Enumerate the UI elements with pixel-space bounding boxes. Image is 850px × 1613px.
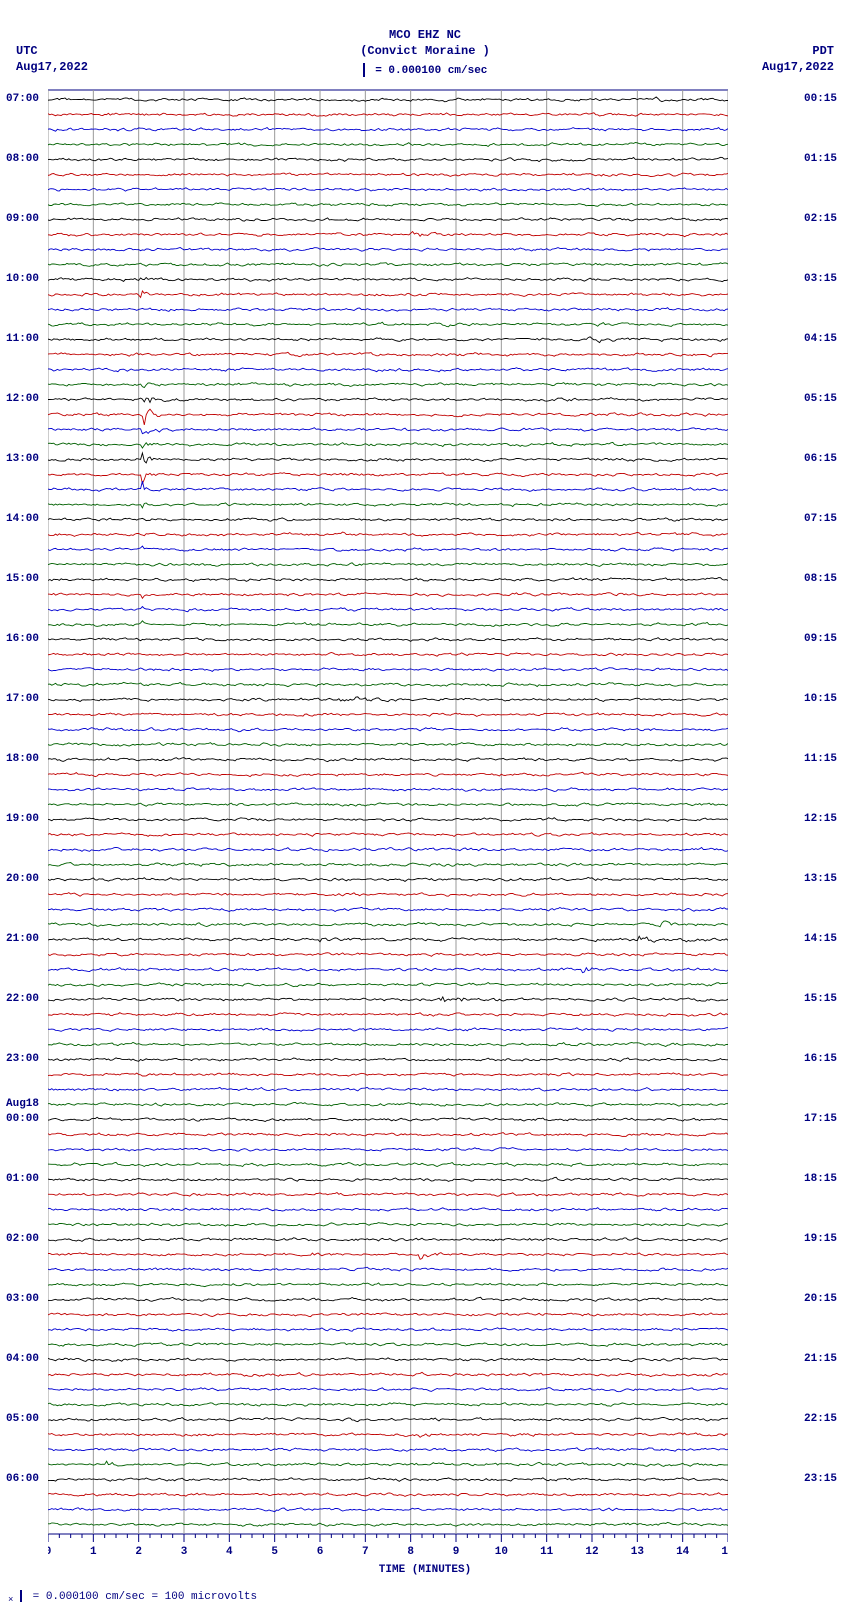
- time-label: 08:00: [6, 154, 39, 165]
- time-label: 21:00: [6, 934, 39, 945]
- svg-text:13: 13: [631, 1546, 645, 1558]
- time-label: 14:00: [6, 514, 39, 525]
- time-label: 00:15: [804, 94, 837, 105]
- time-label: 09:15: [804, 634, 837, 645]
- footer-scale-bar-icon: [20, 1590, 22, 1602]
- footer-scale: × = 0.000100 cm/sec = 100 microvolts: [8, 1590, 850, 1605]
- time-label: 10:15: [804, 694, 837, 705]
- time-label: 04:00: [6, 1354, 39, 1365]
- svg-text:5: 5: [271, 1546, 278, 1558]
- xaxis-label: TIME (MINUTES): [48, 1564, 802, 1576]
- time-label: 20:00: [6, 874, 39, 885]
- time-label: 16:15: [804, 1054, 837, 1065]
- time-label: 07:00: [6, 94, 39, 105]
- time-label: 00:00: [6, 1114, 39, 1125]
- time-label: 15:00: [6, 574, 39, 585]
- time-label: 01:15: [804, 154, 837, 165]
- seismogram-plot: 0123456789101112131415: [48, 86, 728, 1562]
- svg-text:9: 9: [453, 1546, 460, 1558]
- svg-text:8: 8: [407, 1546, 414, 1558]
- time-label: 13:15: [804, 874, 837, 885]
- time-label: 18:15: [804, 1174, 837, 1185]
- scale-text: = 0.000100 cm/sec: [375, 65, 487, 77]
- svg-text:6: 6: [317, 1546, 324, 1558]
- time-label: 02:00: [6, 1234, 39, 1245]
- time-label: 20:15: [804, 1294, 837, 1305]
- time-label: 18:00: [6, 754, 39, 765]
- time-label: 02:15: [804, 214, 837, 225]
- time-label: 11:00: [6, 334, 39, 345]
- plot-area: 07:0008:0009:0010:0011:0012:0013:0014:00…: [48, 86, 802, 1576]
- tz-right-label: PDT: [762, 44, 834, 60]
- svg-text:15: 15: [721, 1546, 728, 1558]
- svg-text:1: 1: [90, 1546, 97, 1558]
- svg-text:0: 0: [48, 1546, 51, 1558]
- time-label: 03:15: [804, 274, 837, 285]
- time-label: 10:00: [6, 274, 39, 285]
- tz-left-block: UTC Aug17,2022: [16, 44, 88, 75]
- time-label: 03:00: [6, 1294, 39, 1305]
- svg-text:7: 7: [362, 1546, 369, 1558]
- time-label: 19:15: [804, 1234, 837, 1245]
- time-label: 11:15: [804, 754, 837, 765]
- station-location: (Convict Moraine ): [0, 44, 850, 60]
- svg-text:14: 14: [676, 1546, 690, 1558]
- time-label: 05:00: [6, 1414, 39, 1425]
- station-code: MCO EHZ NC: [0, 28, 850, 44]
- tz-left-date: Aug17,2022: [16, 60, 88, 76]
- time-label: 09:00: [6, 214, 39, 225]
- time-label: 23:00: [6, 1054, 39, 1065]
- time-label: 04:15: [804, 334, 837, 345]
- time-label: 12:00: [6, 394, 39, 405]
- tz-right-date: Aug17,2022: [762, 60, 834, 76]
- time-label: 22:00: [6, 994, 39, 1005]
- time-label: 12:15: [804, 814, 837, 825]
- time-label: 07:15: [804, 514, 837, 525]
- time-label: 06:15: [804, 454, 837, 465]
- time-label: 22:15: [804, 1414, 837, 1425]
- time-label: 19:00: [6, 814, 39, 825]
- svg-text:3: 3: [181, 1546, 188, 1558]
- tz-left-label: UTC: [16, 44, 88, 60]
- svg-text:11: 11: [540, 1546, 554, 1558]
- time-label: Aug18: [6, 1099, 39, 1110]
- svg-text:4: 4: [226, 1546, 233, 1558]
- scale-indicator: = 0.000100 cm/sec: [0, 63, 850, 78]
- time-label: 16:00: [6, 634, 39, 645]
- time-label: 01:00: [6, 1174, 39, 1185]
- time-label: 17:00: [6, 694, 39, 705]
- svg-text:2: 2: [135, 1546, 142, 1558]
- svg-text:10: 10: [495, 1546, 508, 1558]
- time-label: 14:15: [804, 934, 837, 945]
- time-label: 06:00: [6, 1474, 39, 1485]
- plot-header: MCO EHZ NC (Convict Moraine ) = 0.000100…: [0, 0, 850, 78]
- footer-scale-text: = 0.000100 cm/sec = 100 microvolts: [33, 1591, 257, 1603]
- time-label: 13:00: [6, 454, 39, 465]
- time-label: 17:15: [804, 1114, 837, 1125]
- tz-right-block: PDT Aug17,2022: [762, 44, 834, 75]
- time-label: 23:15: [804, 1474, 837, 1485]
- time-label: 15:15: [804, 994, 837, 1005]
- svg-text:12: 12: [585, 1546, 598, 1558]
- scale-bar-icon: [363, 63, 365, 77]
- time-label: 21:15: [804, 1354, 837, 1365]
- time-label: 05:15: [804, 394, 837, 405]
- time-label: 08:15: [804, 574, 837, 585]
